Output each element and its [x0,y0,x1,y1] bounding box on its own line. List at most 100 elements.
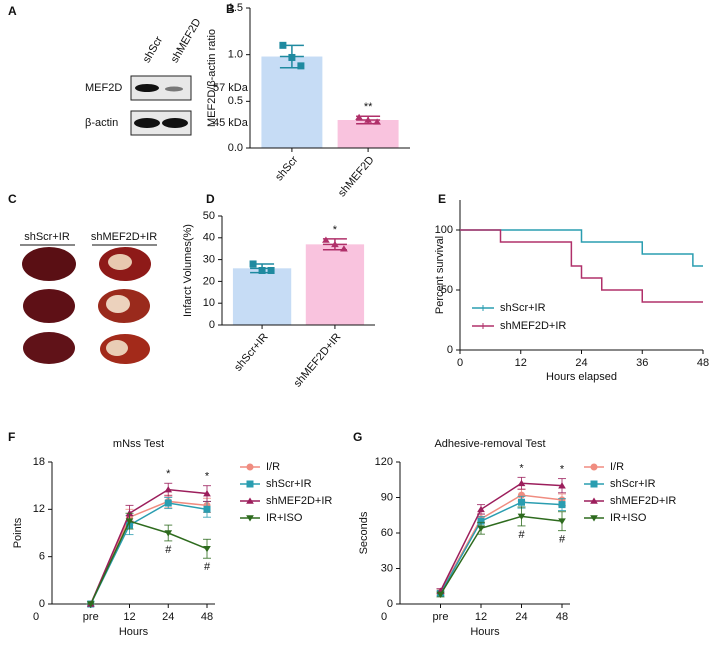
lane-label: shScr [141,34,166,65]
y-axis-label: Points [12,517,24,548]
group-label: shScr+IR [24,231,70,243]
annotation: * [333,224,338,236]
panel-letter: C [8,192,17,206]
marker [517,479,526,487]
series-line [90,488,208,605]
y-tick-label: 1.5 [228,2,243,14]
marker [590,463,598,471]
marker [373,118,381,125]
brain-slices [22,247,151,364]
marker [164,486,173,493]
marker [331,240,339,248]
marker [288,53,296,61]
legend-label: shMEF2D+IR [266,495,332,507]
x-tick-label: 48 [697,357,709,369]
marker [477,517,485,525]
panel-letter: E [438,192,446,206]
y-tick-label: 30 [381,562,393,574]
series-line [90,500,208,605]
series-line [439,515,563,595]
y-tick-label: 120 [375,456,393,468]
panel-letter: G [353,430,362,444]
marker [518,491,525,499]
chart-title: Adhesive-removal Test [434,438,545,450]
lane-label: shMEF2D [169,17,204,65]
y-tick-label: 20 [203,275,215,287]
y-tick-label: 0 [447,344,453,356]
marker [297,62,305,70]
marker [355,113,363,120]
x-tick-label: 12 [475,611,487,623]
panel-letter: F [8,430,15,444]
y-tick-label: 30 [203,254,215,266]
annotation: * [519,462,524,474]
y-tick-label: 90 [381,491,393,503]
blot-band [134,118,160,128]
survival-line [460,229,703,303]
marker [477,505,485,513]
marker [86,601,95,608]
marker [249,260,257,268]
y-axis-label: Seconds [358,511,370,554]
x-tick-label: pre [433,611,449,623]
y-tick-label: 1.0 [228,49,243,61]
blot-label: β-actin [85,117,118,129]
x-axis-label: Hours [119,626,149,638]
marker [267,267,275,274]
y-tick-label: 100 [435,224,453,236]
marker [558,482,566,489]
series-line [439,494,563,593]
y-tick-label: 50 [441,284,453,296]
marker [125,518,134,525]
y-tick-label: 0 [209,319,215,331]
x-tick-label: 12 [515,357,527,369]
series-line [90,520,208,605]
marker [590,515,598,522]
marker [246,463,254,471]
survival-line [460,229,703,267]
marker [436,591,445,599]
blot-size: 57 kDa [213,82,249,94]
y-tick-label: 0.5 [228,95,243,107]
panel-letter: A [8,4,17,18]
bar [337,120,399,148]
marker [590,480,598,488]
x-tick-label: 36 [636,357,648,369]
y-tick-label: 60 [381,527,393,539]
marker [364,116,372,123]
annotation: # [559,534,566,546]
legend-label: shScr+IR [266,478,312,490]
group-label: shMEF2D+IR [91,231,157,243]
legend-label: shMEF2D+IR [610,495,676,507]
series-line [439,501,563,594]
annotation: * [166,468,171,480]
x-tick-label: 24 [515,611,527,623]
annotation: * [560,463,565,475]
y-tick-label: 6 [39,551,45,563]
marker [558,518,566,525]
marker [246,497,254,504]
legend-label: IR+ISO [610,512,647,524]
y-tick-label: 18 [33,456,45,468]
marker [322,236,330,243]
marker [340,245,348,252]
annotation: # [165,544,172,556]
y-axis-label: Percent survival [434,236,446,314]
y-tick-label: 50 [203,210,215,222]
x-tick-label: shScr [273,154,300,184]
y-axis-label: Infarct Volumes(%) [182,224,194,317]
y-tick-label: 10 [203,297,215,309]
marker [246,515,254,522]
marker [590,497,598,504]
bar [261,56,323,148]
panel-letter: B [226,2,235,16]
marker [558,501,566,509]
blot-band [135,84,159,92]
legend-label: shScr+IR [500,302,546,314]
y-tick-label: 0 [387,598,393,610]
chart-title: mNss Test [113,438,164,450]
x-tick-label: 0 [381,611,387,623]
x-tick-label: 48 [201,611,213,623]
series-line [90,502,208,605]
